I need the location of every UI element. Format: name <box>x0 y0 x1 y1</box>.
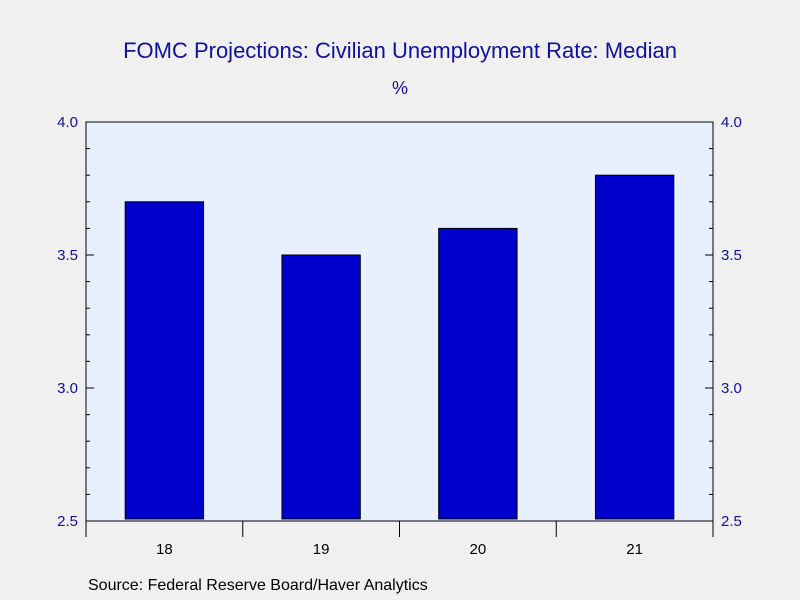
x-tick-label: 20 <box>470 541 487 558</box>
bar-18 <box>124 201 205 520</box>
bar-20 <box>438 227 518 520</box>
y-tick-label-left: 4.0 <box>57 114 78 131</box>
y-tick-label-right: 2.5 <box>721 513 742 530</box>
x-tick-label: 19 <box>313 541 330 558</box>
chart-title: FOMC Projections: Civilian Unemployment … <box>123 38 677 63</box>
y-tick-label-left: 3.5 <box>57 247 78 264</box>
y-tick-label-left: 3.0 <box>57 380 78 397</box>
source-note: Source: Federal Reserve Board/Haver Anal… <box>88 577 428 594</box>
y-tick-label-right: 3.5 <box>721 247 742 264</box>
y-tick-label-right: 4.0 <box>721 114 742 131</box>
x-tick-label: 18 <box>156 541 173 558</box>
bar-19 <box>281 254 361 520</box>
y-tick-label-left: 2.5 <box>57 513 78 530</box>
x-tick-label: 21 <box>626 541 643 558</box>
bar-21 <box>594 174 675 520</box>
y-tick-label-right: 3.0 <box>721 380 742 397</box>
unit-label: % <box>391 78 408 98</box>
